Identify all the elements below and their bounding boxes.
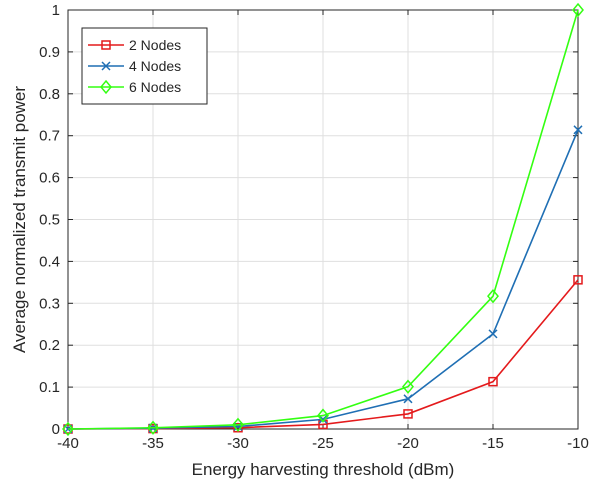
y-tick-label: 0.6 xyxy=(39,170,60,187)
data-point xyxy=(487,289,499,304)
y-tick-label: 0.5 xyxy=(39,212,60,229)
x-tick-label: -20 xyxy=(397,435,419,452)
legend-marker xyxy=(100,79,112,95)
y-tick-label: 0.9 xyxy=(39,44,60,61)
legend: 2 Nodes 4 Nodes 6 Nodes xyxy=(81,27,208,105)
data-point xyxy=(62,421,74,437)
marker-stroke xyxy=(403,394,413,404)
data-point xyxy=(317,408,329,423)
y-tick-label: 0.2 xyxy=(39,337,60,354)
legend-marker xyxy=(101,61,111,71)
legend-item: 6 Nodes xyxy=(88,79,181,95)
series-layer xyxy=(62,2,584,437)
data-point xyxy=(403,409,413,419)
axis-ticks: -40 -35 -30 -25 -20 -15 -10 0 0.1 0.2 0.3 0.4 0.5 0.6… xyxy=(39,2,589,452)
data-point xyxy=(232,417,244,432)
y-tick-label: 0 xyxy=(52,421,60,438)
marker-stroke xyxy=(318,414,328,424)
data-point xyxy=(402,379,414,394)
data-point xyxy=(573,275,583,285)
series-line xyxy=(67,9,579,430)
x-tick-label: -35 xyxy=(142,435,164,452)
legend-label: 4 Nodes xyxy=(129,58,181,74)
legend-item: 2 Nodes xyxy=(88,37,181,53)
data-point xyxy=(147,420,159,435)
data-point xyxy=(573,125,583,135)
y-tick-label: 0.7 xyxy=(39,128,60,145)
marker-stroke xyxy=(101,61,111,71)
data-point xyxy=(488,329,498,339)
marker-stroke xyxy=(488,329,498,339)
legend-label: 2 Nodes xyxy=(129,37,181,53)
x-axis-label: Energy harvesting threshold (dBm) xyxy=(192,460,455,479)
legend-label: 6 Nodes xyxy=(129,79,181,95)
x-tick-label: -40 xyxy=(57,435,79,452)
x-tick-label: -15 xyxy=(482,435,504,452)
y-tick-label: 0.8 xyxy=(39,86,60,103)
legend-item: 4 Nodes xyxy=(88,58,181,74)
y-tick-label: 0.1 xyxy=(39,379,60,396)
data-point xyxy=(403,394,413,404)
x-tick-label: -10 xyxy=(567,435,589,452)
x-tick-label: -25 xyxy=(312,435,334,452)
y-tick-label: 0.3 xyxy=(39,295,60,312)
data-point xyxy=(572,2,584,18)
legend-marker xyxy=(101,40,111,50)
x-tick-label: -30 xyxy=(227,435,249,452)
marker-stroke xyxy=(573,125,583,135)
y-tick-label: 1 xyxy=(52,2,60,19)
data-point xyxy=(318,414,328,424)
data-point xyxy=(488,376,498,387)
y-tick-label: 0.4 xyxy=(39,253,60,270)
y-axis-label: Average normalized transmit power xyxy=(10,86,29,353)
series-3 xyxy=(62,2,584,437)
